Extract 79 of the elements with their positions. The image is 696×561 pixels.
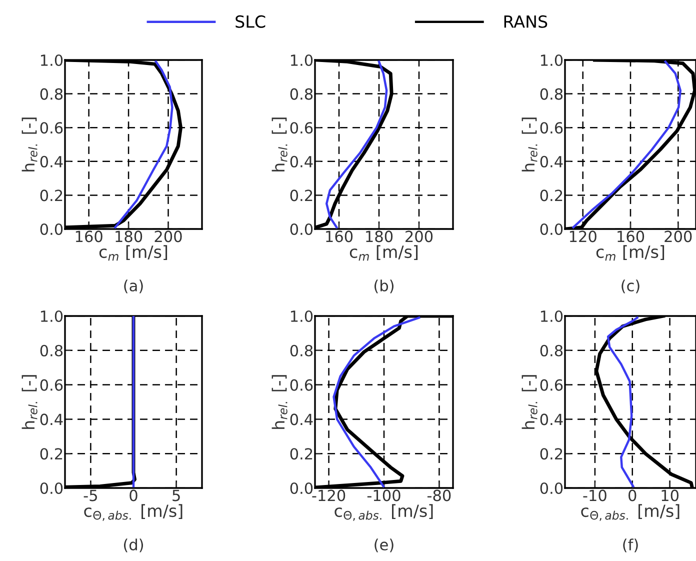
- line-series: [325, 60, 388, 228]
- y-tick-label: 0.8: [540, 344, 563, 356]
- x-tick-label: 200: [154, 230, 182, 242]
- x-tick-label: 180: [116, 230, 142, 242]
- x-tick-label: 160: [76, 230, 102, 242]
- y-tick-label: 1.0: [290, 310, 313, 322]
- text: (b): [374, 280, 394, 294]
- y-tick-label: 0.6: [540, 122, 563, 134]
- y-tick-label: 1.0: [540, 54, 563, 66]
- x-tick-label: 200: [406, 230, 433, 242]
- text: (d): [124, 538, 143, 552]
- y-tick-label: 1.0: [40, 310, 63, 322]
- x-tick-label: 200: [664, 230, 692, 242]
- x-tick-label: -5: [84, 490, 97, 502]
- y-tick-label: 0.2: [290, 190, 312, 202]
- x-tick-label: 0: [628, 490, 636, 502]
- text: (f): [623, 538, 638, 552]
- y-tick-label: 0.6: [540, 379, 563, 391]
- y-tick-label: 0.8: [540, 88, 563, 100]
- line-series: [114, 60, 174, 228]
- y-axis-title: h$_{rel.}$ [-]: [272, 375, 288, 429]
- x-tick-label: 160: [618, 230, 644, 242]
- y-tick-label: 0.8: [40, 88, 63, 100]
- y-tick-label: 0.6: [290, 122, 313, 134]
- y-tick-label: 1.0: [290, 54, 313, 66]
- y-tick-label: 0.6: [40, 122, 63, 134]
- line-series: [572, 60, 682, 228]
- x-tick-label: 10: [662, 490, 679, 502]
- x-axis-title: c$_{Θ,abs.}$ [m/s]: [84, 504, 182, 521]
- x-tick-label: 0: [130, 490, 138, 502]
- text: (e): [374, 538, 394, 552]
- y-tick-label: 0.0: [290, 482, 313, 494]
- y-tick-label: 1.0: [540, 310, 563, 322]
- x-tick-label: 120: [570, 230, 596, 242]
- y-tick-label: 0.0: [40, 223, 63, 236]
- legend-label: SLC: [236, 15, 266, 28]
- line-series: [606, 316, 638, 488]
- y-tick-label: 1.0: [40, 54, 63, 66]
- y-tick-label: 0.4: [540, 156, 563, 168]
- line-series: [332, 316, 420, 488]
- y-tick-label: 0.6: [290, 379, 313, 391]
- x-tick-label: 5: [172, 490, 180, 502]
- y-tick-label: 0.8: [290, 344, 313, 356]
- y-axis-title: h$_{rel.}$ [-]: [22, 375, 38, 429]
- x-tick-label: 160: [326, 230, 353, 242]
- x-tick-label: -80: [427, 490, 451, 502]
- y-axis-title: h$_{rel.}$ [-]: [522, 118, 538, 172]
- y-tick-label: 0.2: [290, 448, 312, 460]
- y-tick-label: 0.6: [40, 379, 63, 391]
- y-tick-label: 0.2: [540, 448, 562, 460]
- y-tick-label: 0.2: [540, 190, 562, 202]
- x-axis-title: c$_{m}$ [m/s]: [596, 245, 664, 261]
- y-tick-label: 0.4: [290, 414, 313, 426]
- y-tick-label: 0.4: [290, 156, 313, 168]
- y-axis-title: h$_{rel.}$ [-]: [22, 118, 38, 172]
- y-tick-label: 0.2: [40, 448, 62, 460]
- y-tick-label: 0.4: [540, 414, 563, 426]
- y-axis-title: h$_{rel.}$ [-]: [522, 375, 538, 429]
- x-tick-label: -120: [312, 490, 346, 502]
- x-axis-title: c$_{Θ,abs.}$ [m/s]: [334, 504, 433, 521]
- y-tick-label: 0.8: [290, 88, 313, 100]
- legend-label: RANS: [504, 15, 548, 28]
- y-tick-label: 0.0: [540, 482, 563, 494]
- y-tick-label: 0.2: [40, 190, 62, 202]
- y-tick-label: 0.8: [40, 344, 63, 356]
- text: (a): [124, 280, 143, 294]
- x-axis-title: c$_{m}$ [m/s]: [99, 245, 168, 261]
- y-tick-label: 0.0: [290, 223, 313, 236]
- x-axis-title: c$_{Θ,abs.}$ [m/s]: [581, 504, 680, 521]
- x-tick-label: 180: [366, 230, 393, 242]
- x-tick-label: -10: [583, 490, 606, 502]
- x-tick-label: -100: [367, 490, 400, 502]
- y-axis-title: h$_{rel.}$ [-]: [272, 118, 288, 172]
- y-tick-label: 0.4: [40, 414, 63, 426]
- x-axis-title: c$_{m}$ [m/s]: [350, 245, 418, 261]
- y-tick-label: 0.4: [40, 156, 63, 168]
- text: (c): [622, 280, 640, 294]
- y-tick-label: 0.0: [40, 482, 63, 494]
- y-tick-label: 0.0: [540, 223, 563, 236]
